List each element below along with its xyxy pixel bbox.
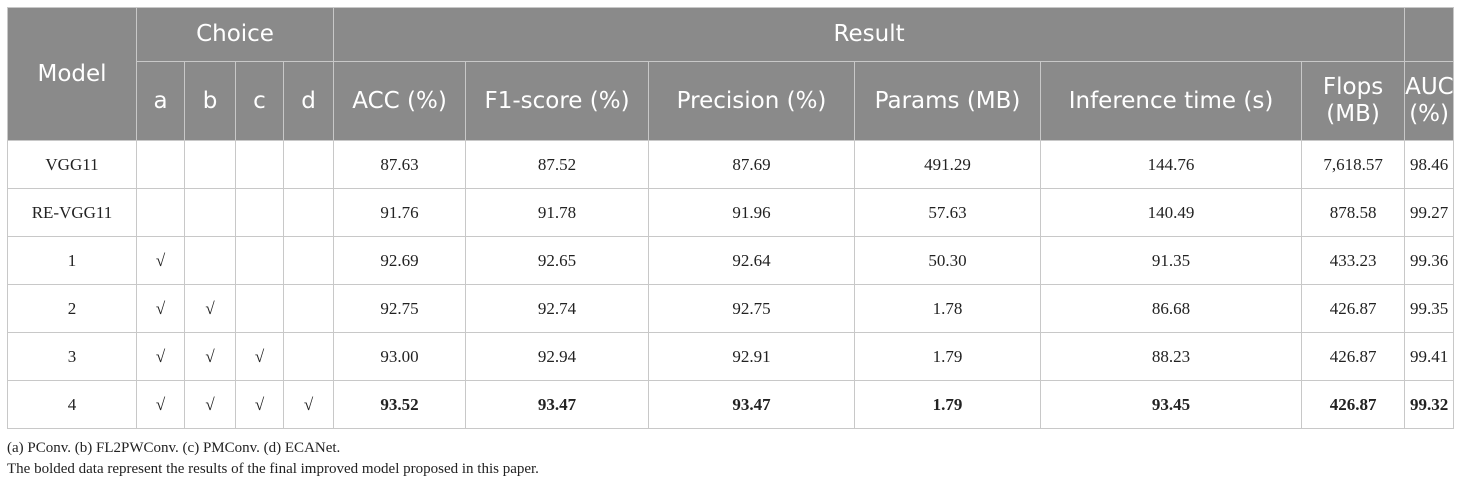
cell-value: 92.65 [465, 236, 650, 285]
cell-choice-check [235, 140, 284, 189]
cell-value: 87.63 [333, 140, 467, 189]
cell-value: 92.69 [333, 236, 467, 285]
header-model: Model [7, 7, 137, 141]
header-blank [1404, 7, 1455, 62]
cell-value: 93.47 [465, 380, 650, 429]
cell-choice-check [235, 188, 284, 237]
cell-value: 92.75 [648, 284, 856, 333]
cell-value: 878.58 [1301, 188, 1406, 237]
header-result-5: Flops (MB) [1301, 61, 1406, 141]
cell-choice-check [136, 188, 185, 237]
table-row: 2 √ √ 92.75 92.74 92.75 1.78 86.68 426.87 99.35 [7, 284, 1455, 333]
header-auc: AUC (%) [1404, 61, 1455, 141]
cell-value: 99.36 [1404, 236, 1455, 285]
header-result: Result [333, 7, 1406, 62]
header-result-4: Inference time (s) [1040, 61, 1303, 141]
cell-choice-check [184, 140, 236, 189]
cell-value: 91.35 [1040, 236, 1303, 285]
cell-value: 86.68 [1040, 284, 1303, 333]
cell-choice-check: √ [136, 332, 185, 381]
cell-choice-check [282, 332, 335, 381]
cell-model: RE-VGG11 [7, 188, 137, 237]
cell-choice-check [184, 236, 236, 285]
cell-model: 2 [7, 284, 137, 333]
cell-choice-check: √ [184, 332, 236, 381]
cell-value: 91.76 [333, 188, 467, 237]
cell-value: 93.52 [333, 380, 467, 429]
table-row: 4 √ √ √ √ 93.52 93.47 93.47 1.79 93.45 426.87 99.32 [7, 380, 1455, 429]
cell-value: 50.30 [854, 236, 1042, 285]
header-result-2: Precision (%) [648, 61, 856, 141]
cell-value: 491.29 [854, 140, 1042, 189]
cell-value: 87.69 [648, 140, 856, 189]
header-choice-d: d [282, 61, 335, 141]
cell-value: 92.64 [648, 236, 856, 285]
cell-choice-check [235, 236, 284, 285]
header-choice-b: b [184, 61, 236, 141]
cell-value: 99.41 [1404, 332, 1455, 381]
cell-value: 99.32 [1404, 380, 1455, 429]
cell-value: 88.23 [1040, 332, 1303, 381]
cell-value: 426.87 [1301, 332, 1406, 381]
cell-value: 93.47 [648, 380, 856, 429]
cell-value: 7,618.57 [1301, 140, 1406, 189]
header-result-0: ACC (%) [333, 61, 467, 141]
cell-value: 140.49 [1040, 188, 1303, 237]
cell-value: 1.79 [854, 380, 1042, 429]
table-row: VGG11 87.63 87.52 87.69 491.29 144.76 7,618.57… [7, 140, 1455, 189]
cell-choice-check [136, 140, 185, 189]
cell-choice-check: √ [235, 380, 284, 429]
header-result-1: F1-score (%) [465, 61, 650, 141]
footnote-legend: (a) PConv. (b) FL2PWConv. (c) PMConv. (d… [7, 440, 341, 456]
cell-choice-check: √ [282, 380, 335, 429]
cell-model: 3 [7, 332, 137, 381]
cell-choice-check [282, 188, 335, 237]
cell-value: 87.52 [465, 140, 650, 189]
cell-value: 91.78 [465, 188, 650, 237]
cell-choice-check [235, 284, 284, 333]
cell-choice-check: √ [136, 380, 185, 429]
table-row: 3 √ √ √ 93.00 92.94 92.91 1.79 88.23 426.87 99.41 [7, 332, 1455, 381]
header-choice: Choice [135, 7, 335, 62]
cell-value: 92.75 [333, 284, 467, 333]
cell-value: 144.76 [1040, 140, 1303, 189]
results-table: Model Choice Result a b c d ACC (%) F1-score … [7, 7, 1455, 429]
footnote-bold-note: The bolded data represent the results of… [7, 461, 539, 477]
cell-model: 4 [7, 380, 137, 429]
cell-value: 98.46 [1404, 140, 1455, 189]
cell-value: 92.74 [465, 284, 650, 333]
table-footnotes: (a) PConv. (b) FL2PWConv. (c) PMConv. (d… [7, 438, 539, 480]
cell-value: 426.87 [1301, 284, 1406, 333]
header-choice-c: c [235, 61, 284, 141]
cell-choice-check: √ [184, 284, 236, 333]
cell-model: VGG11 [7, 140, 137, 189]
cell-choice-check [282, 284, 335, 333]
cell-value: 99.35 [1404, 284, 1455, 333]
cell-value: 92.94 [465, 332, 650, 381]
cell-choice-check: √ [235, 332, 284, 381]
cell-value: 433.23 [1301, 236, 1406, 285]
cell-value: 92.91 [648, 332, 856, 381]
cell-value: 57.63 [854, 188, 1042, 237]
header-choice-a: a [136, 61, 185, 141]
cell-choice-check [282, 140, 335, 189]
cell-choice-check: √ [136, 284, 185, 333]
header-result-3: Params (MB) [854, 61, 1042, 141]
cell-choice-check [184, 188, 236, 237]
cell-value: 1.78 [854, 284, 1042, 333]
cell-choice-check: √ [184, 380, 236, 429]
cell-model: 1 [7, 236, 137, 285]
cell-value: 93.45 [1040, 380, 1303, 429]
table-row: RE-VGG11 91.76 91.78 91.96 57.63 140.49 878.58… [7, 188, 1455, 237]
cell-value: 91.96 [648, 188, 856, 237]
cell-value: 99.27 [1404, 188, 1455, 237]
cell-value: 1.79 [854, 332, 1042, 381]
cell-choice-check [282, 236, 335, 285]
table-row: 1 √ 92.69 92.65 92.64 50.30 91.35 433.23 99.36 [7, 236, 1455, 285]
cell-value: 93.00 [333, 332, 467, 381]
cell-choice-check: √ [136, 236, 185, 285]
cell-value: 426.87 [1301, 380, 1406, 429]
